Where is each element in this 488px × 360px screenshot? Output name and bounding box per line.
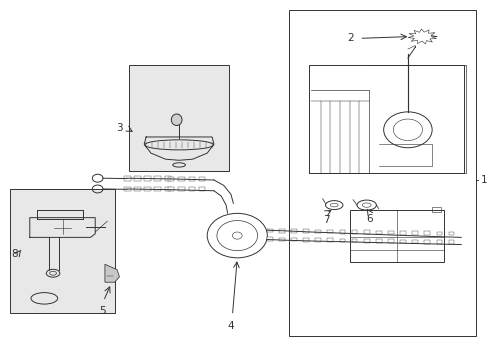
Bar [266,229,272,233]
Bar [424,240,429,244]
Bar [436,231,442,235]
Text: 6: 6 [365,214,372,224]
Bar [134,187,141,192]
Bar [351,239,357,242]
Text: 4: 4 [227,320,234,330]
Bar [178,177,184,181]
Bar [411,240,417,243]
Bar [349,211,444,262]
Bar [399,240,405,243]
Bar [266,237,272,241]
Bar [198,187,204,192]
Bar [154,176,161,181]
Bar [278,238,284,241]
Bar [278,229,284,233]
Bar [375,239,381,243]
Text: 1: 1 [480,175,486,185]
Bar [168,177,174,181]
Bar [375,231,381,234]
Bar [339,239,345,242]
Polygon shape [105,264,119,282]
Bar [288,10,475,336]
Text: 7: 7 [323,215,329,225]
Bar [327,230,332,233]
Bar [129,65,228,171]
Bar [363,230,369,234]
Text: 8: 8 [11,248,18,258]
Bar [154,187,161,192]
Text: 3: 3 [116,123,122,133]
Bar [399,231,405,235]
Bar [290,238,296,242]
Text: 2: 2 [346,33,353,43]
Bar [290,229,296,233]
Bar [315,238,321,242]
Bar [447,240,453,244]
Bar [411,231,417,235]
Ellipse shape [171,114,182,126]
Bar [188,187,194,192]
Bar [351,230,357,234]
Bar [436,240,442,244]
Bar [327,238,332,242]
Bar [447,232,453,235]
Bar [188,177,194,181]
Bar [198,177,204,181]
Bar [168,187,174,192]
Bar [303,238,308,242]
Bar [387,239,393,243]
Bar [303,229,308,233]
Bar [134,176,141,181]
Bar [124,176,131,181]
Bar [164,176,171,181]
Bar [339,230,345,234]
Bar [144,187,151,192]
Bar [431,207,440,212]
Bar [10,189,114,313]
Bar [363,239,369,243]
Bar [387,231,393,234]
Bar [144,176,151,181]
Bar [164,187,171,192]
Text: 5: 5 [99,306,105,316]
Bar [315,230,321,233]
Bar [124,187,131,192]
Bar [424,231,429,235]
Bar [178,187,184,192]
